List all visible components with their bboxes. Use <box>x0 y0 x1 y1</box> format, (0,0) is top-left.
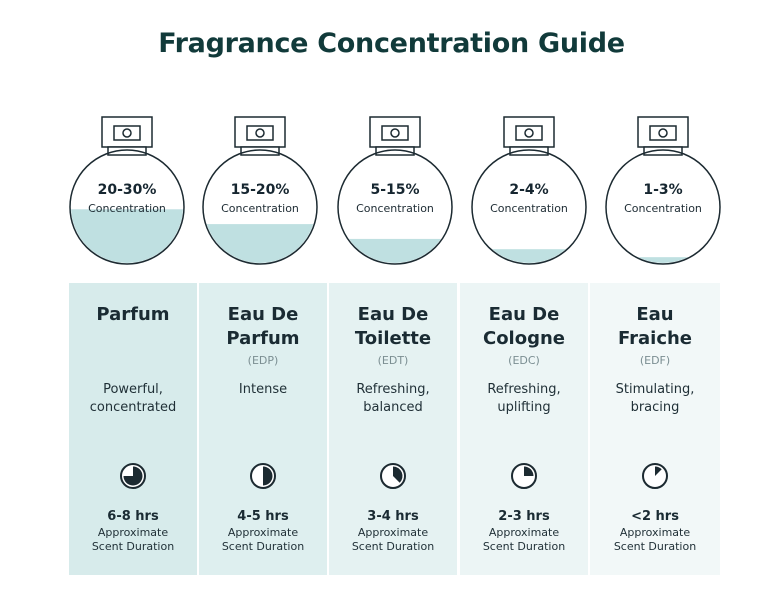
duration-caption-line2: Scent Duration <box>613 540 697 553</box>
duration-caption-line2: Scent Duration <box>482 540 566 553</box>
duration-hours: <2 hrs <box>631 509 679 524</box>
description-line1: Stimulating, <box>615 382 695 397</box>
description-line2: bracing <box>630 400 680 415</box>
type-name: Parfum <box>69 303 197 327</box>
duration-caption-line2: Scent Duration <box>351 540 435 553</box>
concentration-percent: 20-30% <box>97 182 157 198</box>
type-name-line2: Fraiche <box>617 328 693 349</box>
bottle-eau-de-cologne: 2-4% Concentration <box>470 116 588 268</box>
concentration-label: Concentration <box>490 202 568 215</box>
duration-caption-line1: Approximate <box>488 526 560 539</box>
description-line2: balanced <box>363 400 423 415</box>
type-name-line2: Toilette <box>354 328 432 349</box>
type-description: Intense <box>199 381 327 399</box>
type-abbreviation: (EDF) <box>639 354 671 367</box>
perfume-bottle-icon <box>202 116 318 265</box>
type-description: Refreshing, balanced <box>329 381 457 417</box>
type-name-line1: Eau De <box>227 304 299 325</box>
duration-caption: Approximate Scent Duration <box>460 526 588 554</box>
type-abbreviation: (EDC) <box>508 354 540 367</box>
type-name: Eau De Parfum <box>199 303 327 351</box>
concentration-percent: 15-20% <box>230 182 290 198</box>
duration-caption-line1: Approximate <box>619 526 691 539</box>
type-column-eau-fraiche: Eau Fraiche (EDF) Stimulating, bracing <… <box>590 283 720 575</box>
duration-caption: Approximate Scent Duration <box>590 526 720 554</box>
type-name-line2: Parfum <box>226 328 300 349</box>
type-name: Eau Fraiche <box>590 303 720 351</box>
duration-caption: Approximate Scent Duration <box>329 526 457 554</box>
type-name-line1: Eau De <box>357 304 429 325</box>
clock-pie-icon <box>642 463 668 489</box>
concentration-table: Parfum Powerful, concentrated 6-8 hrs Ap… <box>69 283 720 575</box>
concentration-percent: 5-15% <box>370 182 420 198</box>
concentration-label: Concentration <box>356 202 434 215</box>
bottle-eau-fraiche: 1-3% Concentration <box>604 116 722 268</box>
type-name: Eau De Cologne <box>460 303 588 351</box>
type-description: Powerful, concentrated <box>69 381 197 417</box>
bottle-parfum: 20-30% Concentration <box>68 116 186 268</box>
type-description: Stimulating, bracing <box>590 381 720 417</box>
duration-caption-line2: Scent Duration <box>221 540 305 553</box>
type-column-eau-de-parfum: Eau De Parfum (EDP) Intense 4-5 hrs Appr… <box>199 283 329 575</box>
duration-hours: 4-5 hrs <box>237 509 289 524</box>
concentration-label: Concentration <box>88 202 166 215</box>
clock-pie-icon <box>120 463 146 489</box>
perfume-bottle-icon <box>605 116 721 265</box>
duration-hours: 3-4 hrs <box>367 509 419 524</box>
clock-pie-icon <box>250 463 276 489</box>
type-column-parfum: Parfum Powerful, concentrated 6-8 hrs Ap… <box>69 283 199 575</box>
duration-caption-line1: Approximate <box>357 526 429 539</box>
duration-caption-line1: Approximate <box>227 526 299 539</box>
concentration-label: Concentration <box>221 202 299 215</box>
duration-hours: 2-3 hrs <box>498 509 550 524</box>
type-abbreviation: (EDT) <box>377 354 409 367</box>
concentration-percent: 1-3% <box>643 182 683 198</box>
clock-pie-icon <box>380 463 406 489</box>
concentration-label: Concentration <box>624 202 702 215</box>
type-column-eau-de-toilette: Eau De Toilette (EDT) Refreshing, balanc… <box>329 283 459 575</box>
duration-caption: Approximate Scent Duration <box>69 526 197 554</box>
type-name-line1: Parfum <box>96 304 170 325</box>
page-title: Fragrance Concentration Guide <box>158 28 625 59</box>
type-name-line2: Cologne <box>482 328 566 349</box>
type-name-line1: Eau <box>636 304 674 325</box>
clock-pie-icon <box>511 463 537 489</box>
description-line2: uplifting <box>497 400 551 415</box>
type-name: Eau De Toilette <box>329 303 457 351</box>
description-line1: Refreshing, <box>487 382 561 397</box>
type-description: Refreshing, uplifting <box>460 381 588 417</box>
duration-caption: Approximate Scent Duration <box>199 526 327 554</box>
description-line1: Refreshing, <box>356 382 430 397</box>
description-line1: Powerful, <box>103 382 163 397</box>
type-abbreviation: (EDP) <box>247 354 279 367</box>
type-name-line1: Eau De <box>488 304 560 325</box>
duration-caption-line1: Approximate <box>97 526 169 539</box>
perfume-bottle-icon <box>69 116 185 265</box>
duration-caption-line2: Scent Duration <box>91 540 175 553</box>
bottle-eau-de-parfum: 15-20% Concentration <box>201 116 319 268</box>
description-line2: concentrated <box>89 400 177 415</box>
perfume-bottle-icon <box>471 116 587 265</box>
concentration-percent: 2-4% <box>509 182 549 198</box>
perfume-bottle-icon <box>337 116 453 265</box>
type-column-eau-de-cologne: Eau De Cologne (EDC) Refreshing, uplifti… <box>460 283 590 575</box>
duration-hours: 6-8 hrs <box>107 509 159 524</box>
bottle-eau-de-toilette: 5-15% Concentration <box>336 116 454 268</box>
description-line1: Intense <box>238 382 288 397</box>
